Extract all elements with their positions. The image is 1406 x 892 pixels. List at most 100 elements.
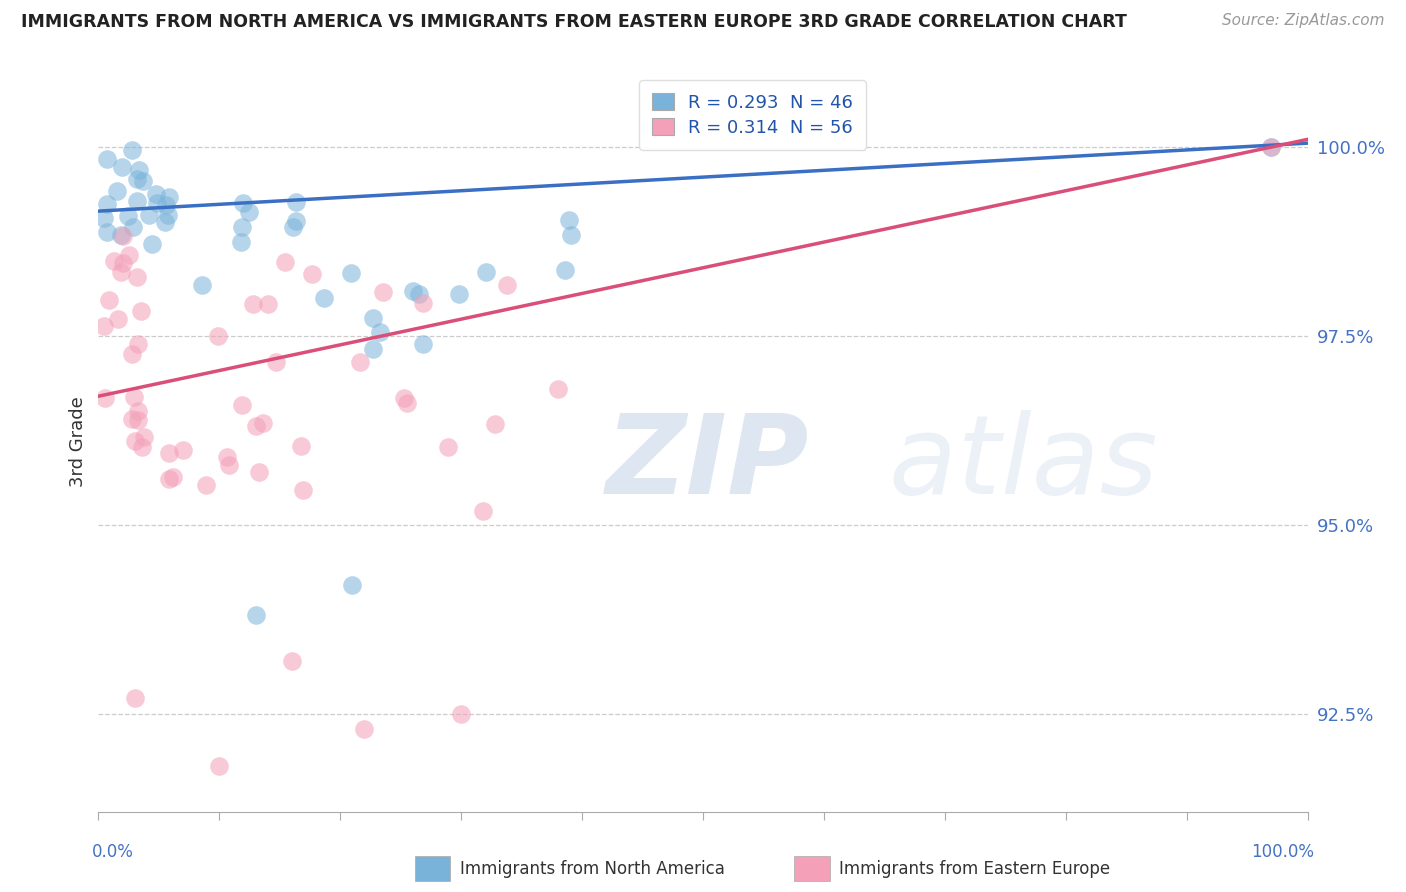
Point	[437, 440, 460, 454]
Point	[342, 578, 364, 592]
Point	[349, 355, 371, 369]
Point	[156, 209, 179, 223]
Point	[402, 284, 425, 298]
Point	[408, 287, 430, 301]
Point	[157, 446, 180, 460]
Point	[117, 209, 139, 223]
Point	[361, 310, 384, 325]
Point	[131, 441, 153, 455]
Text: Source: ZipAtlas.com: Source: ZipAtlas.com	[1222, 13, 1385, 29]
Point	[172, 442, 194, 457]
Point	[395, 396, 418, 410]
Point	[110, 228, 132, 243]
Point	[125, 172, 148, 186]
Point	[127, 403, 149, 417]
Point	[252, 416, 274, 430]
Point	[301, 267, 323, 281]
Point	[314, 291, 336, 305]
Point	[122, 219, 145, 234]
Point	[557, 213, 579, 227]
Point	[132, 429, 155, 443]
Point	[450, 706, 472, 721]
Point	[231, 398, 253, 412]
Point	[93, 211, 115, 225]
Point	[447, 286, 470, 301]
Point	[138, 208, 160, 222]
Point	[231, 219, 253, 234]
Point	[554, 262, 576, 277]
Point	[127, 337, 149, 351]
Point	[484, 417, 506, 431]
Point	[266, 355, 288, 369]
Point	[122, 390, 145, 404]
Point	[245, 419, 267, 434]
Point	[215, 450, 238, 464]
Point	[103, 254, 125, 268]
Y-axis label: 3rd Grade: 3rd Grade	[69, 396, 87, 487]
Point	[132, 174, 155, 188]
Point	[247, 466, 270, 480]
Point	[560, 227, 582, 242]
Point	[141, 237, 163, 252]
Point	[392, 391, 415, 405]
Point	[111, 256, 134, 270]
Point	[412, 296, 434, 310]
Text: atlas: atlas	[606, 410, 1159, 517]
Point	[97, 293, 120, 307]
Point	[105, 184, 128, 198]
Point	[208, 759, 231, 773]
Point	[194, 478, 217, 492]
Point	[472, 504, 495, 518]
Point	[128, 162, 150, 177]
Point	[111, 161, 134, 175]
Point	[281, 219, 304, 234]
Point	[121, 144, 143, 158]
Point	[353, 722, 375, 736]
Text: ZIP: ZIP	[606, 410, 810, 517]
Point	[218, 458, 240, 472]
Point	[93, 319, 115, 334]
Point	[110, 265, 132, 279]
Point	[162, 469, 184, 483]
Point	[118, 248, 141, 262]
Point	[153, 215, 176, 229]
Point	[285, 194, 308, 209]
Text: Immigrants from North America: Immigrants from North America	[460, 860, 724, 878]
Point	[145, 186, 167, 201]
Point	[363, 342, 385, 356]
Point	[371, 285, 394, 300]
Point	[129, 304, 152, 318]
Point	[290, 439, 312, 453]
Point	[412, 336, 434, 351]
Point	[124, 691, 146, 706]
Point	[340, 266, 363, 280]
Point	[292, 483, 315, 498]
Point	[107, 311, 129, 326]
Point	[157, 472, 180, 486]
Point	[96, 196, 118, 211]
Point	[242, 297, 264, 311]
Point	[155, 198, 177, 212]
Point	[112, 228, 135, 243]
Point	[256, 297, 278, 311]
Point	[190, 278, 212, 293]
Point	[96, 226, 118, 240]
Point	[207, 329, 229, 343]
Point	[245, 608, 267, 623]
Point	[368, 326, 391, 340]
Point	[121, 347, 143, 361]
Point	[475, 264, 498, 278]
Point	[146, 195, 169, 210]
Point	[281, 654, 304, 668]
Point	[96, 152, 118, 166]
Point	[125, 194, 148, 208]
Point	[127, 413, 149, 427]
Point	[232, 196, 254, 211]
Legend: R = 0.293  N = 46, R = 0.314  N = 56: R = 0.293 N = 46, R = 0.314 N = 56	[640, 80, 866, 150]
Point	[496, 278, 519, 293]
Point	[159, 190, 181, 204]
Point	[229, 235, 252, 249]
Point	[121, 412, 143, 426]
Text: 100.0%: 100.0%	[1251, 843, 1315, 861]
Point	[1260, 140, 1282, 154]
